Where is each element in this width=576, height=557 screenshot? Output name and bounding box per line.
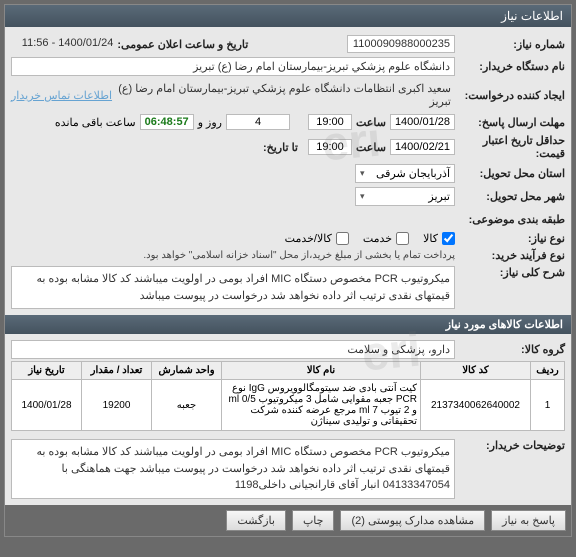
buyer-org-value: دانشگاه علوم پزشكي تبريز-بيمارستان امام … [11, 57, 455, 76]
group-label: گروه کالا: [455, 343, 565, 356]
province-label: استان محل تحویل: [455, 167, 565, 180]
need-info-window: eri eri اطلاعات نیاز شماره نیاز: 1100090… [4, 4, 572, 537]
deadline-date: 1400/01/28 [390, 114, 455, 130]
form-body: شماره نیاز: 1100090988000235 تاریخ و ساع… [5, 27, 571, 536]
category-value [11, 210, 455, 228]
requester-label: ایجاد کننده درخواست: [455, 89, 565, 102]
category-label: طبقه بندی موضوعی: [455, 213, 565, 226]
col-row: ردیف [531, 362, 565, 380]
service-checkbox[interactable]: خدمت [363, 232, 409, 245]
group-value: دارو، پزشکی و سلامت [11, 340, 455, 359]
contact-link[interactable]: اطلاعات تماس خریدار [11, 89, 112, 102]
col-qty: تعداد / مقدار [82, 362, 152, 380]
col-code: کد کالا [421, 362, 531, 380]
deadline-label: مهلت ارسال پاسخ: [455, 116, 565, 129]
cell-unit: جعبه [152, 380, 222, 431]
validity-time: 19:00 [308, 139, 352, 155]
chevron-down-icon-2: ▾ [360, 191, 365, 202]
until-label: تا تاریخ: [263, 141, 298, 154]
city-dropdown[interactable]: تبریز ▾ [355, 187, 455, 206]
validity-date: 1400/02/21 [390, 139, 455, 155]
province-dropdown[interactable]: آذربایجان شرقی ▾ [355, 164, 455, 183]
reply-button[interactable]: پاسخ به نیاز [491, 510, 566, 531]
cell-qty: 19200 [82, 380, 152, 431]
buyer-note-text: میکروتیوب PCR مخصوص دستگاه MIC افراد بوم… [11, 439, 455, 499]
buyer-note-label: توضیحات خریدار: [455, 439, 565, 452]
items-section-header: اطلاعات کالاهای مورد نیاز [5, 315, 571, 334]
buyer-org-label: نام دستگاه خریدار: [455, 60, 565, 73]
goods-service-checkbox[interactable]: کالا/خدمت [285, 232, 349, 245]
announce-label: تاریخ و ساعت اعلان عمومی: [117, 38, 248, 51]
time-label-2: ساعت [356, 141, 386, 154]
service-label: خدمت [363, 232, 392, 245]
attachments-button[interactable]: مشاهده مدارک پیوستی (2) [340, 510, 485, 531]
col-unit: واحد شمارش [152, 362, 222, 380]
footer-buttons: پاسخ به نیاز مشاهده مدارک پیوستی (2) چاپ… [5, 505, 571, 536]
window-title: اطلاعات نیاز [501, 9, 563, 23]
city-value: تبریز [428, 190, 450, 203]
need-type-options: کالا خدمت کالا/خدمت [285, 232, 455, 245]
city-label: شهر محل تحویل: [455, 190, 565, 203]
cell-date: 1400/01/28 [12, 380, 82, 431]
need-number-label: شماره نیاز: [455, 38, 565, 51]
announce-value: 1400/01/24 - 11:56 [11, 35, 117, 53]
back-button[interactable]: بازگشت [226, 510, 286, 531]
print-button[interactable]: چاپ [292, 510, 335, 531]
days-label: روز و [198, 116, 222, 129]
days-remaining: 4 [226, 114, 290, 130]
table-row: 1 2137340062640002 کیت آنتی بادی ضد سیتو… [12, 380, 565, 431]
need-type-label: نوع نیاز: [455, 232, 565, 245]
need-number-value: 1100090988000235 [347, 35, 455, 53]
desc-header: شرح کلی نیاز: [455, 266, 565, 279]
deadline-time: 19:00 [308, 114, 352, 130]
goods-check-input[interactable] [442, 232, 455, 245]
goods-service-label: کالا/خدمت [285, 232, 332, 245]
goods-service-check-input[interactable] [336, 232, 349, 245]
time-label-1: ساعت [356, 116, 386, 129]
items-table: ردیف کد کالا نام کالا واحد شمارش تعداد /… [11, 361, 565, 431]
col-date: تاریخ نیاز [12, 362, 82, 380]
province-value: آذربایجان شرقی [376, 167, 450, 180]
process-type-label: نوع فرآیند خرید: [455, 249, 565, 262]
goods-label: کالا [423, 232, 438, 245]
goods-checkbox[interactable]: کالا [423, 232, 455, 245]
cell-code: 2137340062640002 [421, 380, 531, 431]
requester-value: سعید اکبری انتظامات دانشگاه علوم پزشكي ت… [112, 80, 455, 110]
process-note: پرداخت تمام یا بخشی از مبلغ خرید،از محل … [143, 250, 455, 261]
col-name: نام کالا [222, 362, 421, 380]
chevron-down-icon: ▾ [360, 168, 365, 179]
desc-text: میکروتیوب PCR مخصوص دستگاه MIC افراد بوم… [11, 266, 455, 309]
service-check-input[interactable] [396, 232, 409, 245]
time-remaining: 06:48:57 [140, 114, 194, 130]
table-header-row: ردیف کد کالا نام کالا واحد شمارش تعداد /… [12, 362, 565, 380]
title-bar: اطلاعات نیاز [5, 5, 571, 27]
cell-name: کیت آنتی بادی ضد سیتومگالوویروس IgG نوع … [222, 380, 421, 431]
validity-label: حداقل تاریخ اعتبار قیمت: [455, 134, 565, 160]
time-remaining-label: ساعت باقی مانده [55, 116, 136, 129]
cell-row: 1 [531, 380, 565, 431]
